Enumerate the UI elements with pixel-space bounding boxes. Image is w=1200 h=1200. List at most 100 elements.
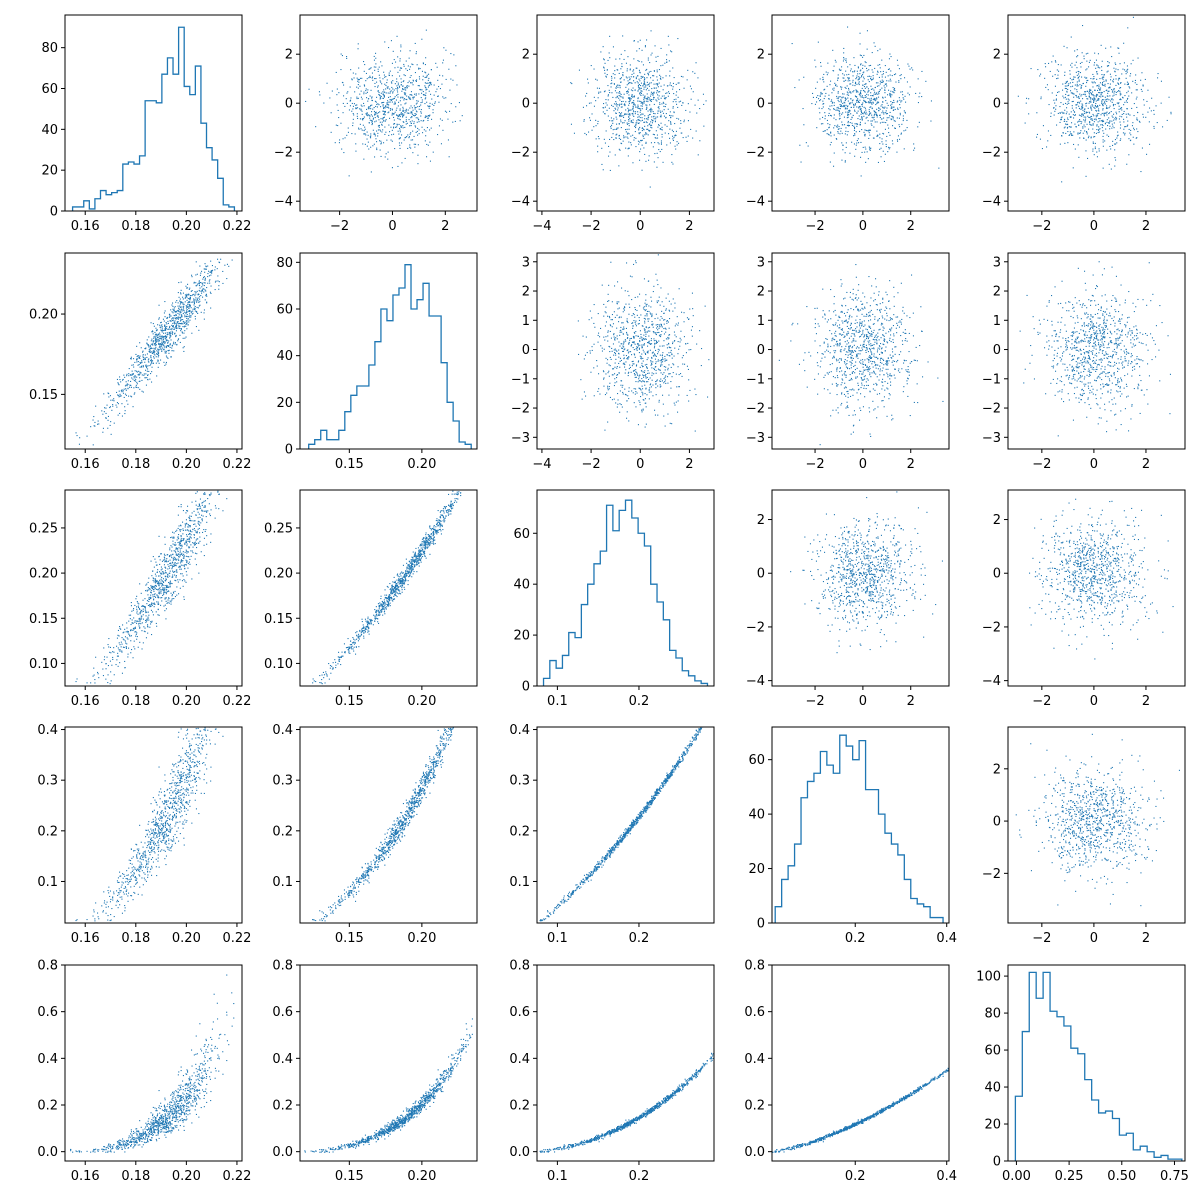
noise-point bbox=[1065, 132, 1067, 134]
noise-point bbox=[619, 58, 621, 60]
noise-point bbox=[852, 114, 854, 116]
noise-point bbox=[1096, 94, 1098, 96]
noise-point bbox=[637, 100, 639, 102]
noise-point bbox=[644, 134, 646, 136]
noise-point bbox=[869, 112, 871, 114]
scatter-point bbox=[147, 374, 149, 376]
noise-point bbox=[660, 359, 662, 361]
scatter-point bbox=[151, 360, 153, 362]
noise-point bbox=[627, 155, 629, 157]
noise-point bbox=[662, 101, 664, 103]
noise-point bbox=[593, 322, 595, 324]
scatter-point bbox=[144, 354, 146, 356]
scatter-point bbox=[152, 341, 154, 343]
noise-point bbox=[429, 81, 431, 83]
noise-point bbox=[1057, 74, 1059, 76]
noise-point bbox=[826, 119, 828, 121]
scatter-point bbox=[111, 409, 113, 411]
noise-point bbox=[414, 114, 416, 116]
noise-point bbox=[1098, 84, 1100, 86]
scatter-point bbox=[189, 299, 191, 301]
noise-point bbox=[405, 87, 407, 89]
noise-point bbox=[654, 142, 656, 144]
noise-point bbox=[420, 112, 422, 114]
noise-point bbox=[676, 117, 678, 119]
scatter-point bbox=[130, 380, 132, 382]
noise-point bbox=[370, 67, 372, 69]
noise-point bbox=[635, 137, 637, 139]
noise-point bbox=[848, 124, 850, 126]
plot-area bbox=[1017, 16, 1172, 183]
scatter-point bbox=[184, 316, 186, 318]
noise-point bbox=[837, 132, 839, 134]
noise-point bbox=[1055, 61, 1057, 63]
noise-point bbox=[881, 104, 883, 106]
noise-point bbox=[363, 102, 365, 104]
noise-point bbox=[853, 57, 855, 59]
noise-point bbox=[899, 114, 901, 116]
noise-point bbox=[647, 72, 649, 74]
noise-point bbox=[824, 95, 826, 97]
y-tick-label: 2 bbox=[285, 48, 293, 63]
noise-point bbox=[655, 83, 657, 85]
noise-point bbox=[856, 77, 858, 79]
noise-point bbox=[862, 113, 864, 115]
noise-point bbox=[420, 89, 422, 91]
noise-point bbox=[1086, 133, 1088, 135]
noise-point bbox=[856, 83, 858, 85]
noise-point bbox=[930, 120, 932, 122]
scatter-point bbox=[206, 287, 208, 289]
noise-point bbox=[379, 121, 381, 123]
noise-point bbox=[406, 85, 408, 87]
noise-point bbox=[338, 142, 340, 144]
noise-point bbox=[416, 111, 418, 113]
noise-point bbox=[852, 84, 854, 86]
noise-point bbox=[375, 66, 377, 68]
noise-point bbox=[606, 74, 608, 76]
noise-point bbox=[642, 76, 644, 78]
scatter-point bbox=[108, 393, 110, 395]
noise-point bbox=[356, 113, 358, 115]
scatter-point bbox=[159, 344, 161, 346]
noise-point bbox=[589, 117, 591, 119]
scatter-point bbox=[161, 336, 163, 338]
noise-point bbox=[893, 120, 895, 122]
noise-point bbox=[1108, 107, 1110, 109]
noise-point bbox=[393, 103, 395, 105]
noise-point bbox=[656, 71, 658, 73]
noise-point bbox=[677, 82, 679, 84]
noise-point bbox=[454, 120, 456, 122]
noise-point bbox=[627, 395, 629, 397]
noise-point bbox=[1072, 93, 1074, 95]
scatter-point bbox=[166, 339, 168, 341]
noise-point bbox=[870, 76, 872, 78]
noise-point bbox=[416, 102, 418, 104]
noise-point bbox=[846, 134, 848, 136]
noise-point bbox=[827, 62, 829, 64]
scatter-point bbox=[205, 265, 207, 267]
noise-point bbox=[824, 118, 826, 120]
noise-point bbox=[848, 125, 850, 127]
noise-point bbox=[862, 80, 864, 82]
noise-point bbox=[649, 82, 651, 84]
scatter-point bbox=[170, 309, 172, 311]
noise-point bbox=[1081, 115, 1083, 117]
scatter-point bbox=[154, 337, 156, 339]
noise-point bbox=[1108, 113, 1110, 115]
noise-point bbox=[616, 105, 618, 107]
scatter-point bbox=[162, 330, 164, 332]
noise-point bbox=[604, 339, 606, 341]
noise-point bbox=[429, 82, 431, 84]
noise-point bbox=[870, 78, 872, 80]
noise-point bbox=[661, 95, 663, 97]
scatter-point bbox=[186, 311, 188, 313]
noise-point bbox=[424, 98, 426, 100]
noise-point bbox=[1097, 99, 1099, 101]
noise-point bbox=[644, 78, 646, 80]
noise-point bbox=[899, 104, 901, 106]
scatter-point bbox=[94, 425, 96, 427]
scatter-point bbox=[211, 272, 213, 274]
noise-point bbox=[1107, 98, 1109, 100]
noise-point bbox=[420, 115, 422, 117]
noise-point bbox=[637, 107, 639, 109]
